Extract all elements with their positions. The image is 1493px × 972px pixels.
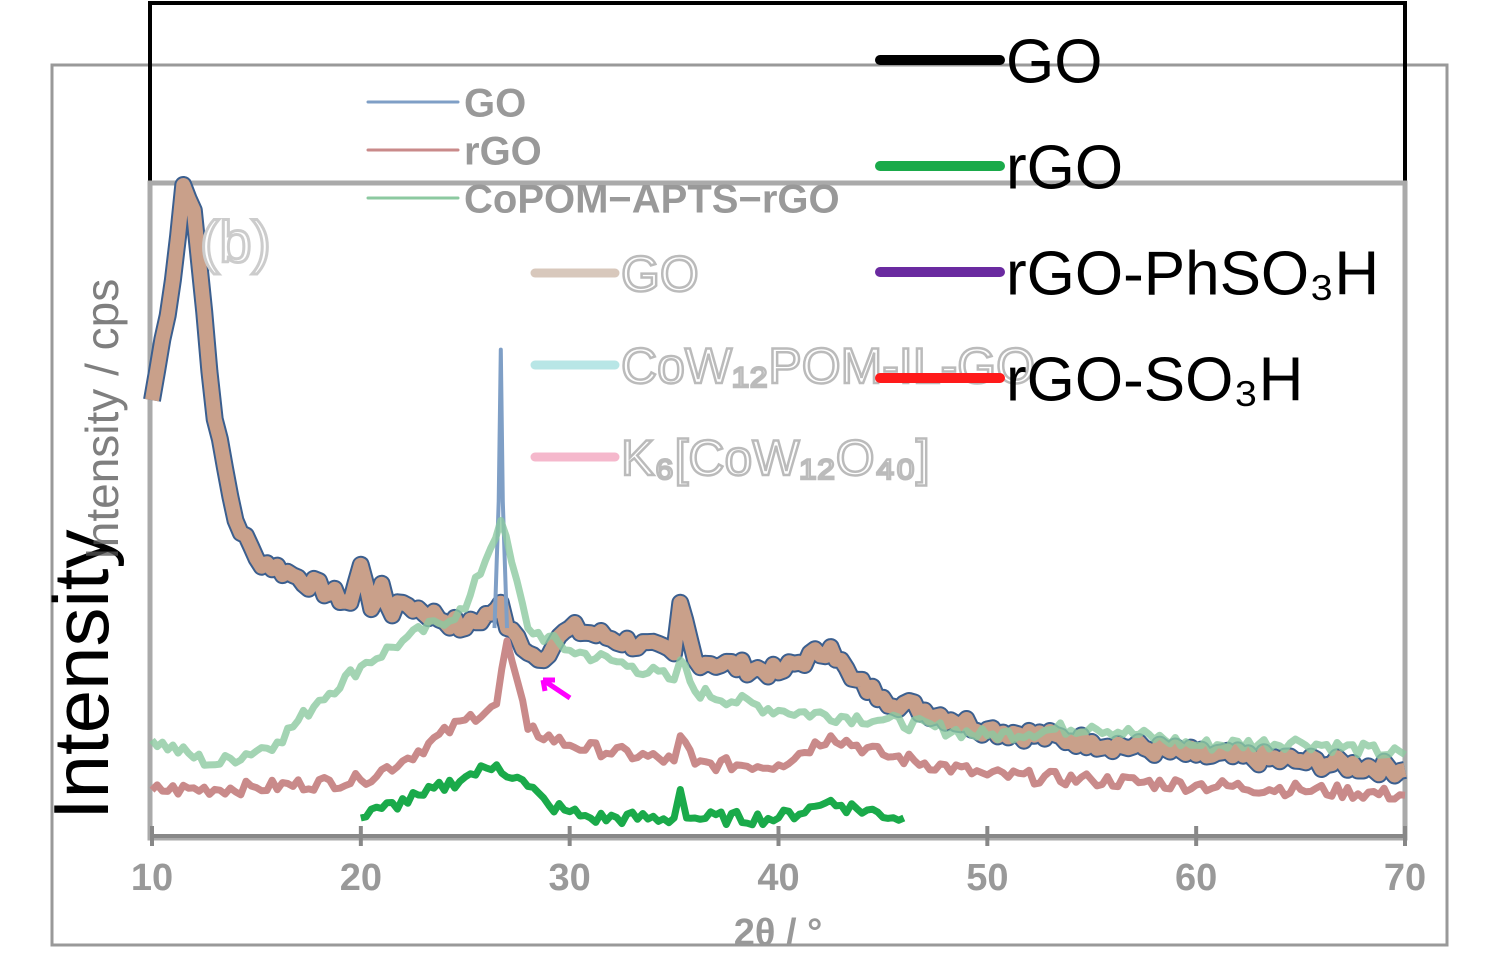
x-tick-label: 10 bbox=[131, 857, 173, 899]
legend-label: K₆[CoW₁₂O₄₀] bbox=[621, 430, 930, 486]
legends: GOrGOCoPOM−APTS−rGOGOCoW₁₂POM-IL-GOK₆[Co… bbox=[366, 27, 1379, 487]
legend-label: rGO bbox=[464, 129, 542, 173]
y-axis-label-small: Intensity / cps bbox=[76, 279, 128, 560]
series-line-2 bbox=[149, 517, 1407, 769]
arrow-annotation bbox=[540, 677, 572, 701]
legend-label: GO bbox=[1006, 27, 1102, 96]
panel-label: (b) bbox=[200, 210, 271, 275]
outer-frame bbox=[50, 63, 1449, 947]
x-tick-label: 50 bbox=[966, 857, 1008, 899]
legend-label: rGO-SO₃H bbox=[1006, 345, 1303, 414]
series-line-4 bbox=[360, 761, 906, 829]
legend-label: rGO bbox=[1006, 133, 1123, 202]
y-axis-label-large: Intensity bbox=[37, 530, 125, 820]
x-tick-label: 20 bbox=[340, 857, 382, 899]
legend-label: GO bbox=[621, 246, 699, 302]
x-tick-label: 40 bbox=[757, 857, 799, 899]
series-layer bbox=[143, 176, 1409, 829]
x-axis-label: 2θ / ° bbox=[734, 912, 823, 954]
series-line-0 bbox=[145, 178, 1407, 783]
series-line-3 bbox=[149, 637, 1406, 803]
legend-label: rGO-PhSO₃H bbox=[1006, 239, 1379, 308]
x-tick-label: 70 bbox=[1384, 857, 1426, 899]
legend-label: CoPOM−APTS−rGO bbox=[464, 177, 840, 221]
x-tick-label: 30 bbox=[549, 857, 591, 899]
top-black-frame bbox=[148, 1, 1407, 185]
series-line-1 bbox=[492, 347, 509, 629]
legend-label: GO bbox=[464, 81, 526, 125]
legend-label: CoW₁₂POM-IL-GO bbox=[621, 338, 1035, 394]
x-tick-label: 60 bbox=[1175, 857, 1217, 899]
x-ticks: 10 20 30 40 50 60 70 bbox=[131, 826, 1426, 899]
